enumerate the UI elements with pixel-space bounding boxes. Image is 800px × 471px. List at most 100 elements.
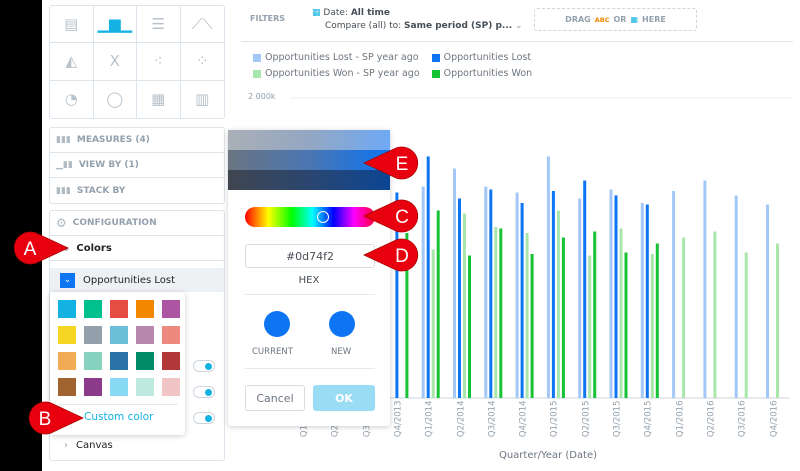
hue-slider-handle[interactable] xyxy=(317,211,329,223)
bar xyxy=(431,249,435,398)
legend-label: Opportunities Lost - SP year ago xyxy=(265,52,419,63)
color-swatch[interactable] xyxy=(84,300,102,318)
color-swatch[interactable] xyxy=(110,326,128,344)
color-swatch[interactable] xyxy=(136,352,154,370)
canvas-label: Canvas xyxy=(76,440,113,451)
bar xyxy=(672,191,676,398)
chevron-down-icon: ⌄ xyxy=(515,21,523,31)
color-swatch[interactable] xyxy=(162,352,180,370)
color-swatch[interactable] xyxy=(58,352,76,370)
bar xyxy=(453,168,456,398)
donut-chart-icon: ◯ xyxy=(106,90,124,109)
cancel-button[interactable]: Cancel xyxy=(245,385,305,411)
chart-type-headline[interactable]: X xyxy=(93,43,137,81)
gear-icon: ⚙ xyxy=(56,216,67,230)
view-by-label: VIEW BY (1) xyxy=(78,160,139,170)
filters-label: FILTERS xyxy=(250,14,286,23)
toggle-switch[interactable] xyxy=(193,360,215,372)
bar xyxy=(619,228,623,398)
calendar-icon: ▦ xyxy=(312,8,321,18)
bar xyxy=(609,189,613,398)
chart-type-heatmap[interactable]: ▥ xyxy=(181,81,225,118)
chevron-down-icon: ⌄ xyxy=(62,242,71,254)
color-swatch[interactable] xyxy=(110,378,128,396)
toggle-switch[interactable] xyxy=(193,412,215,424)
bar xyxy=(530,254,534,398)
new-color-swatch xyxy=(329,311,355,337)
stack-by-label: STACK BY xyxy=(76,185,126,196)
chart-type-scatter[interactable]: ⁖ xyxy=(137,43,181,81)
configuration-header[interactable]: ⚙ CONFIGURATION xyxy=(50,211,224,236)
chart-type-bar[interactable]: ☰ xyxy=(137,6,181,44)
color-swatch[interactable] xyxy=(84,352,102,370)
color-swatch[interactable] xyxy=(84,378,102,396)
hue-slider[interactable] xyxy=(245,207,375,227)
bar xyxy=(436,210,440,398)
bar xyxy=(395,192,399,398)
bar xyxy=(703,180,707,398)
color-swatch[interactable] xyxy=(162,300,180,318)
bar xyxy=(468,255,471,398)
chart-type-column[interactable]: ▁▆▁ xyxy=(93,6,137,44)
x-tick-label: Q2/2014 xyxy=(456,400,466,438)
color-dropdown-button[interactable]: ⌄ xyxy=(60,272,75,288)
ok-button[interactable]: OK xyxy=(313,385,375,411)
x-tick-label: Q3/2016 xyxy=(737,400,748,438)
hex-label: HEX xyxy=(298,275,320,286)
chart-type-line[interactable]: ⟋⟍ xyxy=(180,6,224,44)
chart-type-area[interactable]: ◭ xyxy=(50,43,94,81)
bar xyxy=(520,203,524,398)
bar xyxy=(640,203,644,398)
drop-or-text: OR xyxy=(613,15,627,24)
chart-type-bubble[interactable]: ⁘ xyxy=(180,43,224,81)
bar xyxy=(655,243,659,398)
measures-bucket[interactable]: ▮▮▮ MEASURES (4) xyxy=(50,128,224,153)
legend-item[interactable]: Opportunities Won xyxy=(431,68,532,79)
colors-section-toggle[interactable]: ⌄ Colors xyxy=(50,236,224,261)
chart-type-pie[interactable]: ◔ xyxy=(50,80,94,118)
filter-drop-zone[interactable]: DRAG ABC OR ▦ HERE xyxy=(534,8,697,31)
heatmap-chart-icon: ▥ xyxy=(195,90,210,109)
legend-item[interactable]: Opportunities Won - SP year ago xyxy=(253,68,420,79)
canvas-section-toggle[interactable]: › Canvas xyxy=(64,440,113,451)
color-swatch[interactable] xyxy=(110,300,128,318)
stack-by-bucket[interactable]: ▮▮▮ STACK BY xyxy=(50,178,224,203)
date-filter[interactable]: ▦ Date: All time Compare (all) to: Same … xyxy=(312,7,523,33)
bar xyxy=(421,186,425,398)
x-tick-label: Q4/2016 xyxy=(769,400,779,438)
date-value: All time xyxy=(350,8,390,18)
color-swatch[interactable] xyxy=(136,300,154,318)
color-swatch[interactable] xyxy=(162,326,180,344)
color-swatch[interactable] xyxy=(110,352,128,370)
chart-type-table[interactable]: ▤ xyxy=(50,6,94,44)
hex-input[interactable] xyxy=(245,244,375,268)
x-tick-label: Q3/2014 xyxy=(487,400,498,438)
legend-item[interactable]: Opportunities Lost - SP year ago xyxy=(253,52,420,63)
chart-type-donut[interactable]: ◯ xyxy=(94,80,137,118)
color-swatch[interactable] xyxy=(136,378,154,396)
compare-prefix: Compare (all) to: xyxy=(325,21,402,31)
toggle-switch[interactable] xyxy=(193,386,215,398)
color-swatch[interactable] xyxy=(162,378,180,396)
bar xyxy=(713,231,717,398)
view-by-icon: ▁▮▮ xyxy=(56,160,73,170)
shade-grid[interactable] xyxy=(228,130,390,190)
color-swatch[interactable] xyxy=(58,326,76,344)
color-swatch[interactable] xyxy=(84,326,102,344)
custom-color-link[interactable]: Custom color xyxy=(84,411,154,423)
color-swatch[interactable] xyxy=(58,300,76,318)
legend-label: Opportunities Won - SP year ago xyxy=(265,68,420,79)
x-tick-label: Q4/2014 xyxy=(518,400,529,438)
bar xyxy=(583,180,587,398)
series-color-item[interactable]: ⌄ Opportunities Lost xyxy=(50,268,224,292)
scatter-chart-icon: ⁖ xyxy=(153,52,163,71)
chart-type-treemap[interactable]: ▦ xyxy=(137,80,181,118)
compare-value: Same period (SP) p... xyxy=(404,21,513,31)
current-color-swatch xyxy=(264,311,290,337)
colors-label: Colors xyxy=(76,242,112,254)
legend-label: Opportunities Lost xyxy=(443,52,532,63)
legend-item[interactable]: Opportunities Lost xyxy=(431,52,533,63)
view-by-bucket[interactable]: ▁▮▮ VIEW BY (1) xyxy=(50,153,224,178)
color-swatch[interactable] xyxy=(58,378,76,396)
color-swatch[interactable] xyxy=(136,326,154,344)
